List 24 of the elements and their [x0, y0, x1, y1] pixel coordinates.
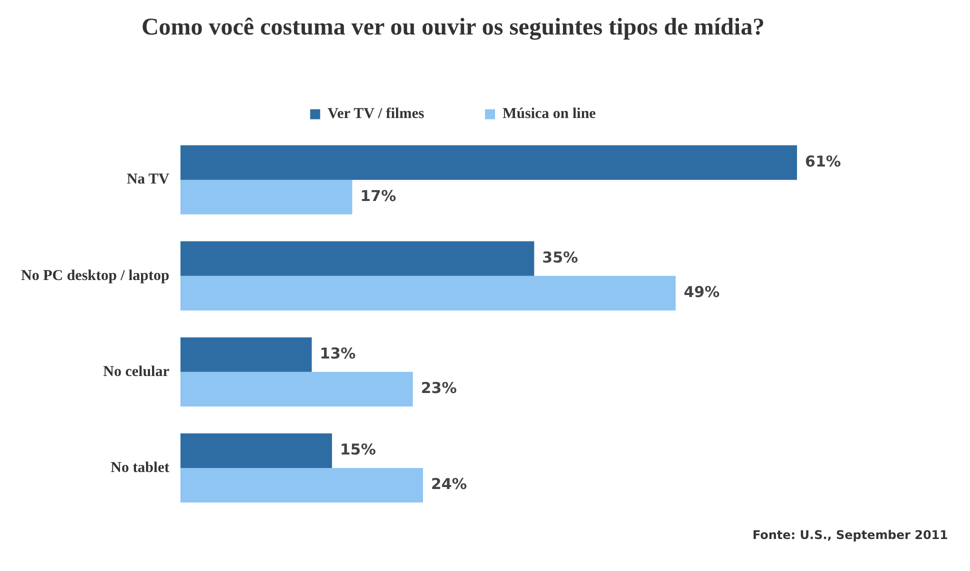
data-label: 61%	[805, 152, 841, 170]
bar	[180, 372, 413, 407]
data-label: 35%	[542, 248, 578, 266]
y-tick-label: No celular	[103, 364, 170, 380]
y-tick-label: No PC desktop / laptop	[21, 268, 170, 284]
bar	[180, 337, 312, 372]
source-note: Fonte: U.S., September 2011	[751, 528, 949, 542]
bar	[180, 468, 423, 503]
data-label: 24%	[430, 475, 467, 494]
data-label: 17%	[360, 187, 396, 206]
data-label: 23%	[420, 379, 457, 398]
data-label: 15%	[340, 440, 376, 459]
bar	[180, 241, 534, 276]
bar	[180, 276, 676, 310]
chart-title: Como você costuma ver ou ouvir os seguintes tipos de mídia?	[141, 14, 765, 41]
bar	[180, 180, 352, 214]
y-tick-label: Na TV	[126, 172, 170, 188]
bar	[180, 433, 332, 468]
legend-label: Música on line	[502, 106, 596, 122]
legend-label: Ver TV / filmes	[328, 106, 424, 122]
bar	[180, 145, 798, 180]
data-label: 49%	[684, 283, 720, 302]
y-tick-label: No tablet	[110, 460, 170, 476]
data-label: 13%	[320, 344, 356, 363]
